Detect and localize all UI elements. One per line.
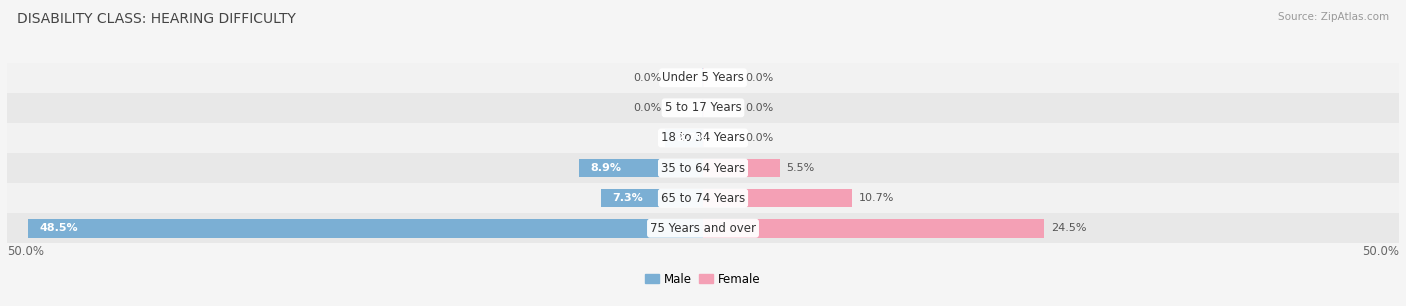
Bar (7, 213, 1399, 243)
Text: 35 to 64 Years: 35 to 64 Years (661, 162, 745, 174)
Text: 0.0%: 0.0% (745, 73, 773, 83)
Text: 5.5%: 5.5% (786, 163, 814, 173)
Text: 7.3%: 7.3% (613, 193, 644, 203)
Text: Source: ZipAtlas.com: Source: ZipAtlas.com (1278, 12, 1389, 22)
Text: DISABILITY CLASS: HEARING DIFFICULTY: DISABILITY CLASS: HEARING DIFFICULTY (17, 12, 295, 26)
Text: 2.7%: 2.7% (676, 133, 707, 143)
Text: 5 to 17 Years: 5 to 17 Years (665, 101, 741, 114)
Text: 0.0%: 0.0% (633, 73, 661, 83)
Bar (703, 219, 1045, 237)
Text: 0.0%: 0.0% (633, 103, 661, 113)
Text: 18 to 34 Years: 18 to 34 Years (661, 132, 745, 144)
Bar (579, 159, 703, 177)
Bar (7, 63, 1399, 93)
Text: 10.7%: 10.7% (859, 193, 894, 203)
Bar (7, 183, 1399, 213)
Bar (703, 189, 852, 207)
Bar (703, 159, 779, 177)
Text: Under 5 Years: Under 5 Years (662, 71, 744, 84)
Legend: Male, Female: Male, Female (641, 268, 765, 290)
Text: 50.0%: 50.0% (7, 245, 44, 258)
Bar (7, 123, 1399, 153)
Bar (7, 93, 1399, 123)
Text: 48.5%: 48.5% (39, 223, 77, 233)
Text: 24.5%: 24.5% (1052, 223, 1087, 233)
Bar (665, 129, 703, 147)
Bar (602, 189, 703, 207)
Text: 75 Years and over: 75 Years and over (650, 222, 756, 235)
Text: 65 to 74 Years: 65 to 74 Years (661, 192, 745, 205)
Text: 0.0%: 0.0% (745, 133, 773, 143)
Bar (28, 219, 703, 237)
Bar (7, 153, 1399, 183)
Text: 0.0%: 0.0% (745, 103, 773, 113)
Text: 50.0%: 50.0% (1362, 245, 1399, 258)
Text: 8.9%: 8.9% (591, 163, 621, 173)
